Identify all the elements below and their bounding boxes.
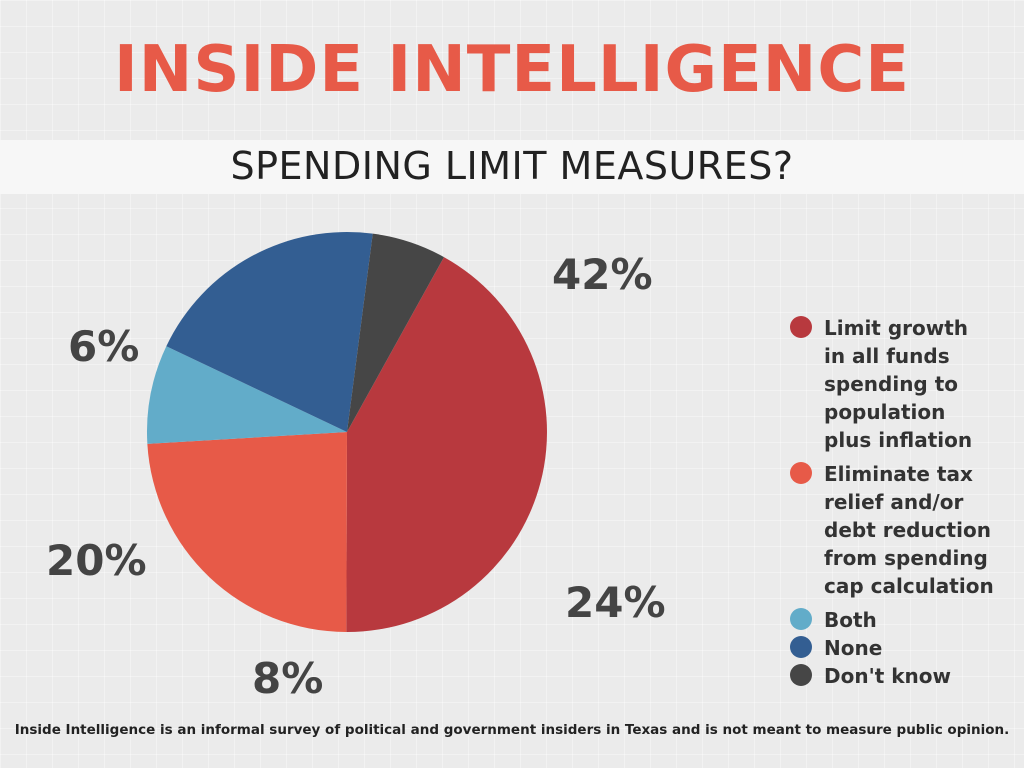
slice-label-none: 20% [46, 536, 147, 585]
legend-swatch-none [790, 636, 812, 658]
legend-item-eliminate-tax-relief: Eliminate tax relief and/or debt reducti… [790, 460, 1010, 600]
pie-slice-limit-growth [346, 257, 547, 633]
legend-label-dont-know: Don't know [824, 664, 951, 688]
legend-label-limit-growth: Limit growth in all funds spending to po… [824, 316, 973, 452]
pie-slice-dont-know [347, 233, 444, 432]
subtitle-band [0, 140, 1024, 194]
legend-label-both: Both [824, 608, 877, 632]
legend-item-limit-growth: Limit growth in all funds spending to po… [790, 314, 1010, 454]
legend-label-eliminate-tax-relief: Eliminate tax relief and/or debt reducti… [824, 462, 994, 598]
legend-swatch-dont-know [790, 664, 812, 686]
legend-label-none: None [824, 636, 883, 660]
slice-label-both: 8% [252, 654, 324, 703]
page-title: INSIDE INTELLIGENCE [113, 33, 911, 107]
legend-swatch-both [790, 608, 812, 630]
legend-item-none: None [790, 634, 1010, 662]
pie-slice-both [146, 346, 347, 444]
legend-swatch-limit-growth [790, 316, 812, 338]
chart-subtitle: SPENDING LIMIT MEASURES? [230, 144, 794, 188]
chart-legend: Limit growth in all funds spending to po… [790, 314, 1010, 690]
legend-item-dont-know: Don't know [790, 662, 1010, 690]
pie-slice-eliminate-tax-relief [147, 432, 347, 632]
slice-label-limit-growth: 42% [552, 250, 653, 299]
legend-swatch-eliminate-tax-relief [790, 462, 812, 484]
slice-label-dont-know: 6% [68, 322, 140, 371]
slice-label-eliminate-tax-relief: 24% [565, 578, 666, 627]
footnote: Inside Intelligence is an informal surve… [14, 722, 1010, 738]
pie-slice-none [166, 232, 373, 432]
legend-item-both: Both [790, 606, 1010, 634]
